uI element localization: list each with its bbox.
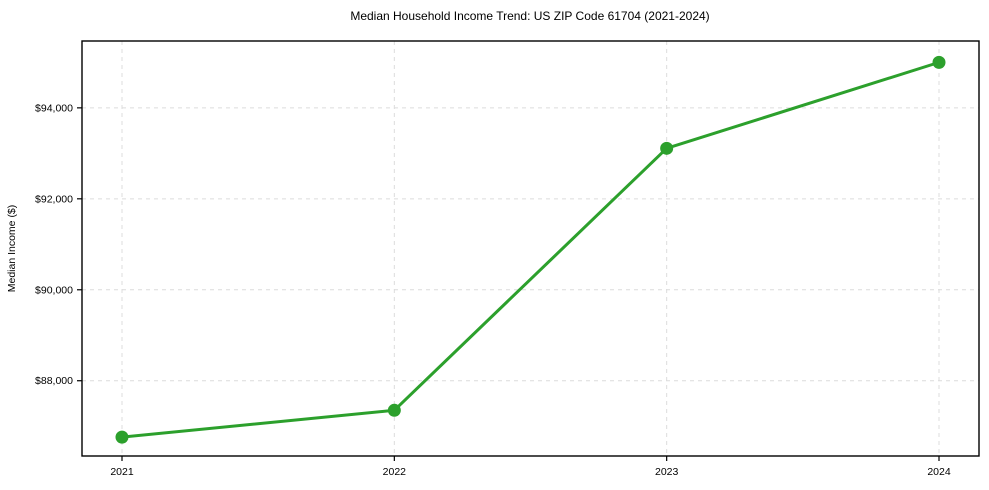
data-point-marker [387,403,401,417]
x-tick-label: 2021 [110,466,134,478]
y-tick-label: $94,000 [35,102,73,114]
y-tick-label: $90,000 [35,284,73,296]
chart-title: Median Household Income Trend: US ZIP Co… [350,9,710,23]
data-point-marker [932,55,946,69]
x-tick-label: 2024 [927,466,951,478]
y-axis-label: Median Income ($) [6,205,18,293]
plot-box [81,40,980,457]
data-point-marker [660,141,674,155]
x-tick-label: 2022 [383,466,407,478]
y-tick-label: $92,000 [35,193,73,205]
x-tick-label: 2023 [655,466,679,478]
y-tick-label: $88,000 [35,375,73,387]
data-point-marker [115,430,129,444]
trend-line [120,60,941,439]
